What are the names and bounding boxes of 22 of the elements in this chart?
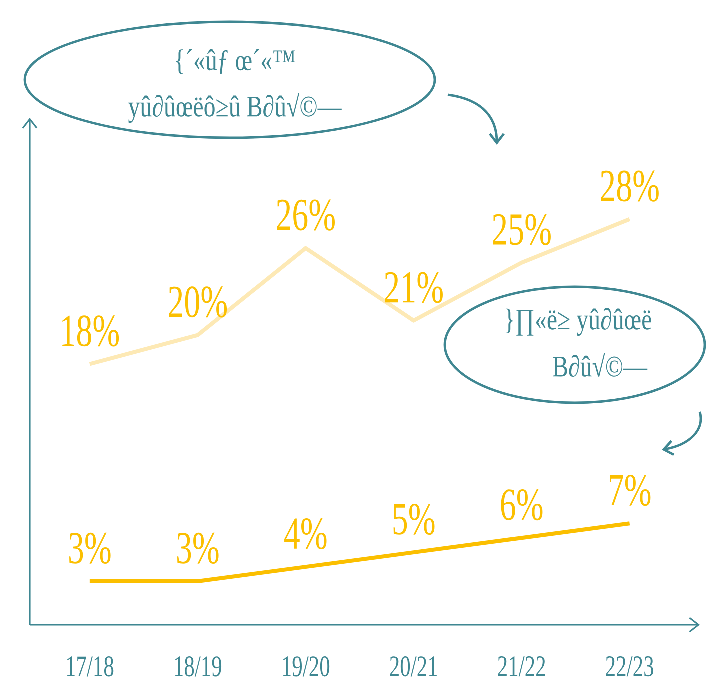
text: {´«ûƒ œ´«™ (176, 50, 295, 74)
x-tick-label: 17/18 (67, 656, 114, 677)
data-label: 21% (385, 272, 443, 304)
annotation: B∂û√©— (553, 352, 648, 378)
data-label: 20% (169, 286, 228, 318)
x-tick-label: 22/23 (606, 656, 654, 677)
data-label: 6% (501, 489, 543, 521)
annotation: }∏«ë≥ yû∂ûœë (506, 308, 652, 336)
x-tick-label: 18/19 (175, 656, 222, 677)
data-label: 4% (284, 518, 327, 550)
data-label: 28% (601, 170, 659, 202)
x-tick-label: 19/20 (283, 656, 330, 677)
x-tick-label: 21/22 (498, 656, 546, 677)
data-label: 18% (62, 316, 120, 347)
data-label: 7% (610, 474, 651, 506)
data-label: 5% (394, 504, 435, 536)
data-label: 25% (493, 214, 551, 246)
data-label: 3% (70, 532, 111, 564)
x-tick-label: 20/21 (390, 656, 438, 677)
data-label: 26% (277, 200, 335, 231)
annotation: yû∂ûœëô≥û B∂û√©— (128, 92, 342, 124)
data-label: 3% (177, 532, 219, 564)
